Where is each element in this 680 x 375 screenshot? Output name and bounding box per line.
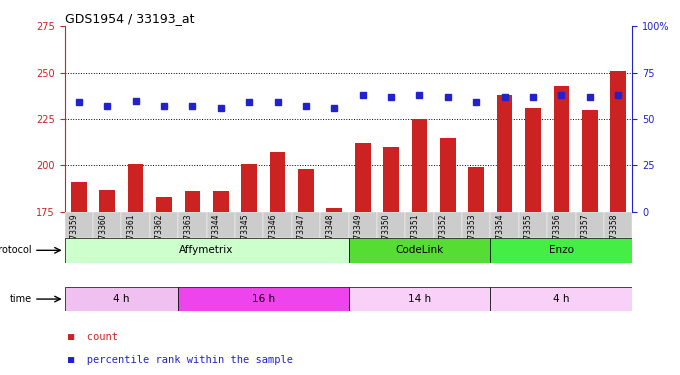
Text: GSM73350: GSM73350 — [382, 213, 391, 255]
Text: Enzo: Enzo — [549, 245, 574, 255]
Bar — [270, 153, 286, 212]
Text: 14 h: 14 h — [408, 294, 431, 304]
Bar — [554, 86, 569, 212]
Text: GSM73351: GSM73351 — [411, 213, 420, 255]
Bar — [604, 212, 632, 238]
Text: GSM73360: GSM73360 — [98, 213, 107, 255]
Text: ■  count: ■ count — [68, 333, 118, 342]
Text: GSM73347: GSM73347 — [297, 213, 306, 255]
Bar — [298, 169, 313, 212]
Bar — [121, 212, 150, 238]
Bar — [99, 190, 115, 212]
Text: 4 h: 4 h — [113, 294, 130, 304]
Bar — [611, 71, 626, 212]
Text: Affymetrix: Affymetrix — [180, 245, 234, 255]
Text: GSM73359: GSM73359 — [70, 213, 79, 255]
Bar — [490, 212, 519, 238]
Bar — [384, 147, 399, 212]
Bar — [348, 238, 490, 262]
Bar — [355, 143, 371, 212]
Text: GSM73354: GSM73354 — [496, 213, 505, 255]
Text: GSM73348: GSM73348 — [325, 213, 335, 255]
Bar — [575, 212, 604, 238]
Text: GSM73352: GSM73352 — [439, 213, 448, 255]
Bar — [519, 212, 547, 238]
Bar — [490, 287, 632, 311]
Bar — [235, 212, 263, 238]
Text: GSM73353: GSM73353 — [467, 213, 476, 255]
Text: 4 h: 4 h — [553, 294, 570, 304]
Bar — [71, 182, 86, 212]
Bar — [326, 208, 342, 212]
Bar — [128, 164, 143, 212]
Text: GSM73355: GSM73355 — [524, 213, 533, 255]
Bar — [292, 212, 320, 238]
Bar — [440, 138, 456, 212]
Text: 16 h: 16 h — [252, 294, 275, 304]
Text: GSM73363: GSM73363 — [184, 213, 192, 255]
Text: GSM73346: GSM73346 — [269, 213, 277, 255]
Bar — [348, 212, 377, 238]
Bar — [263, 212, 292, 238]
Text: CodeLink: CodeLink — [395, 245, 443, 255]
Text: GSM73357: GSM73357 — [581, 213, 590, 255]
Bar — [525, 108, 541, 212]
Text: GSM73361: GSM73361 — [126, 213, 135, 255]
Text: GSM73344: GSM73344 — [211, 213, 221, 255]
Text: GSM73362: GSM73362 — [155, 213, 164, 255]
Bar — [320, 212, 348, 238]
Bar — [241, 164, 257, 212]
Bar — [207, 212, 235, 238]
Text: protocol: protocol — [0, 245, 32, 255]
Bar — [547, 212, 575, 238]
Bar — [178, 287, 348, 311]
Text: GSM73356: GSM73356 — [552, 213, 562, 255]
Bar — [434, 212, 462, 238]
Bar — [93, 212, 121, 238]
Text: GSM73345: GSM73345 — [240, 213, 249, 255]
Bar — [184, 192, 200, 212]
Bar — [462, 212, 490, 238]
Bar — [65, 212, 93, 238]
Bar — [156, 197, 172, 212]
Bar — [497, 95, 513, 212]
Bar — [411, 119, 427, 212]
Bar — [582, 110, 598, 212]
Bar — [405, 212, 434, 238]
Bar — [377, 212, 405, 238]
Bar — [65, 238, 348, 262]
Text: GDS1954 / 33193_at: GDS1954 / 33193_at — [65, 12, 194, 25]
Bar — [65, 287, 178, 311]
Text: GSM73358: GSM73358 — [609, 213, 618, 255]
Text: ■  percentile rank within the sample: ■ percentile rank within the sample — [68, 355, 293, 365]
Bar — [150, 212, 178, 238]
Bar — [178, 212, 207, 238]
Text: time: time — [10, 294, 32, 304]
Bar — [469, 167, 484, 212]
Bar — [490, 238, 632, 262]
Bar — [348, 287, 490, 311]
Bar — [213, 192, 228, 212]
Text: GSM73349: GSM73349 — [354, 213, 362, 255]
